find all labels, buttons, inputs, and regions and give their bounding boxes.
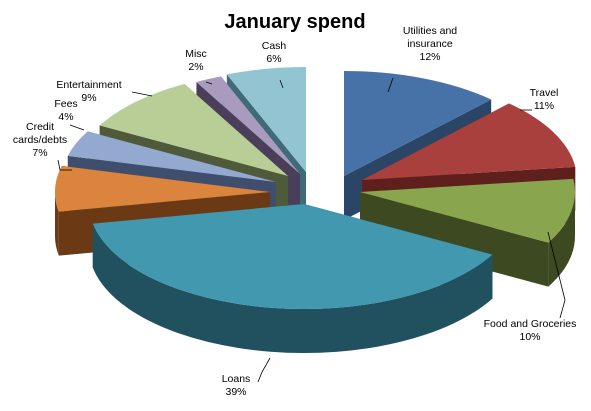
slice-labels: Utilities and insurance 12% Travel 11% Food a… xyxy=(13,25,577,398)
data-label-line: Credit xyxy=(26,121,54,133)
data-label-utilities-and-insurance: Utilities and insurance 12% xyxy=(403,25,457,63)
data-label-line: Entertainment xyxy=(56,79,121,91)
data-label-food-and-groceries: Food and Groceries 10% xyxy=(484,318,577,343)
data-label-line: 12% xyxy=(419,51,440,63)
data-label-line: Utilities and xyxy=(403,25,457,37)
slice-travel xyxy=(362,103,576,180)
leader-line xyxy=(547,231,566,319)
slice-utilities-and-insurance xyxy=(344,71,492,176)
slice-misc xyxy=(196,76,300,174)
data-label-entertainment: Entertainment 9% xyxy=(56,79,121,104)
data-label-line: 7% xyxy=(32,147,47,159)
leader-line xyxy=(131,91,153,97)
data-label-line: 4% xyxy=(58,111,73,123)
data-label-line: Misc xyxy=(185,48,207,60)
data-label-line: 10% xyxy=(519,331,540,343)
slice-credit-cards-debts xyxy=(55,165,270,212)
slice-loans xyxy=(92,204,493,310)
data-label-line: 6% xyxy=(266,53,281,65)
data-label-credit-cards-debts: Credit cards/debts 7% xyxy=(13,121,67,159)
data-label-line: Fees xyxy=(54,98,77,110)
data-label-line: Cash xyxy=(262,40,287,52)
slice-outer-side xyxy=(55,192,59,256)
data-label-line: 11% xyxy=(534,100,554,112)
leader-line xyxy=(387,77,394,93)
data-label-line: Food and Groceries xyxy=(484,318,577,330)
data-label-fees: Fees 4% xyxy=(54,98,77,123)
data-label-line: Travel xyxy=(530,87,559,99)
data-label-line: insurance xyxy=(407,38,453,50)
data-label-travel: Travel 11% xyxy=(530,87,559,112)
slice-wall xyxy=(360,192,549,287)
slice-fees xyxy=(67,131,276,182)
data-label-line: Loans xyxy=(222,373,251,385)
slice-outer-side xyxy=(548,192,575,287)
leader-line xyxy=(69,124,85,131)
leader-line xyxy=(205,81,213,85)
data-label-line: 9% xyxy=(81,92,96,104)
slice-outer-side xyxy=(92,223,493,354)
data-label-loans: Loans 39% xyxy=(222,373,251,398)
slice-entertainment xyxy=(99,83,289,176)
data-label-line: 39% xyxy=(225,386,246,398)
leader-line xyxy=(257,357,271,383)
slice-food-and-groceries xyxy=(360,178,575,243)
leader-line xyxy=(279,79,284,89)
chart-title: January spend xyxy=(224,11,365,33)
data-label-misc: Misc 2% xyxy=(185,48,207,73)
data-label-line: cards/debts xyxy=(13,134,67,146)
slice-cash xyxy=(226,67,306,172)
leader-line xyxy=(57,159,72,171)
data-label-cash: Cash 6% xyxy=(262,40,287,65)
pie-slices xyxy=(55,67,576,354)
data-label-line: 2% xyxy=(188,61,203,73)
